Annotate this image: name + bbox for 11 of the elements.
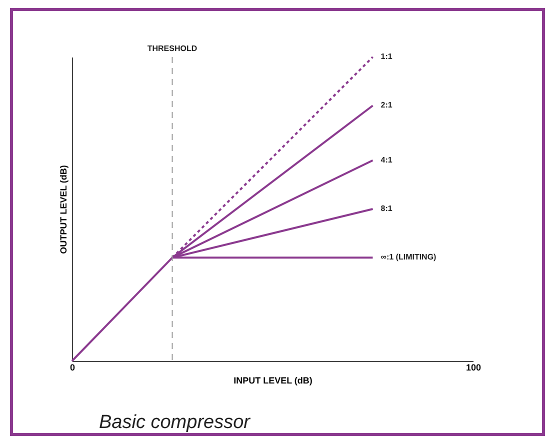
x-tick-label: 0 bbox=[70, 362, 76, 372]
x-tick-label: 100 bbox=[466, 362, 482, 372]
ref-line-label: THRESHOLD bbox=[147, 44, 198, 53]
series-label: 2:1 bbox=[380, 100, 393, 110]
text: Basic compressor bbox=[99, 412, 251, 433]
series-label: 4:1 bbox=[380, 155, 393, 164]
x-axis-title: INPUT LEVEL (dB) bbox=[234, 376, 312, 386]
series-label: ∞:1 (LIMITING) bbox=[380, 252, 437, 262]
series-label: 8:1 bbox=[380, 204, 393, 213]
y-axis-title: OUTPUT LEVEL (dB) bbox=[58, 165, 68, 254]
series-label: 1:1 bbox=[380, 52, 393, 61]
